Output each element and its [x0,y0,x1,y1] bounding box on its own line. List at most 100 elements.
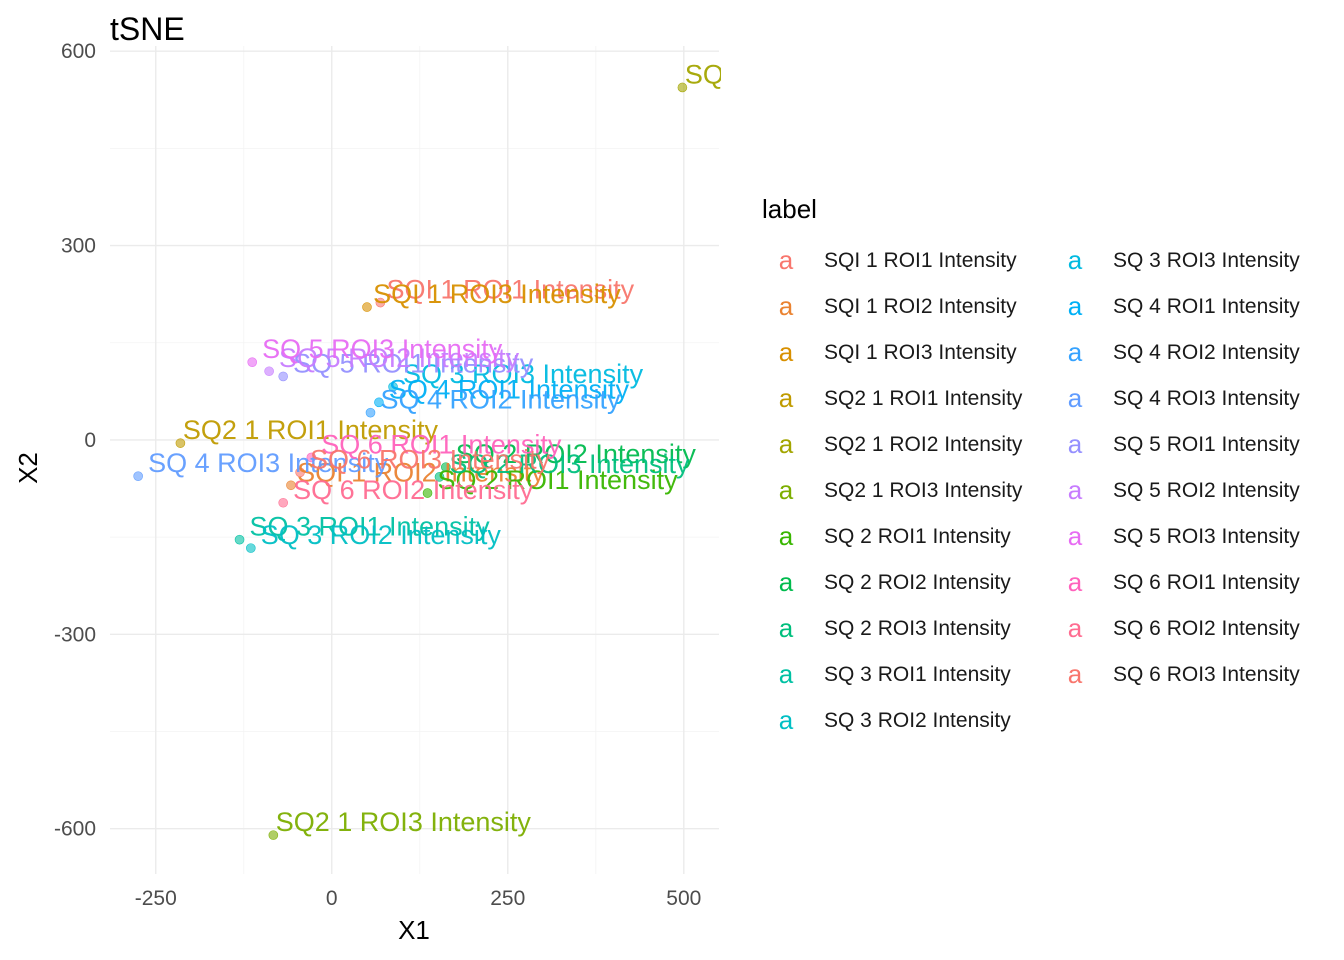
data-point-label: SQ 6 ROI1 Intensity [321,429,562,459]
data-point-label: SQ 2 ROI3 Intensity [449,449,690,479]
legend-items: a SQI 1 ROI1 Intensity a SQI 1 ROI2 Intensi… [779,245,1300,735]
legend-key-glyph: a [1068,383,1083,413]
data-point [295,467,305,478]
legend-key-glyph: a [1068,475,1083,505]
legend-key-glyph: a [1068,245,1083,275]
data-point [434,472,445,482]
legend-key-glyph: a [779,613,794,643]
y-axis-title: X2 [13,452,43,484]
legend-key-glyph: a [779,429,794,459]
legend-item-label: SQ 4 ROI1 Intensity [1113,295,1300,318]
y-tick-label: -300 [54,623,96,646]
legend-item-label: SQ 5 ROI3 Intensity [1113,525,1300,548]
legend-key-glyph: a [779,567,794,597]
legend-key-glyph: a [779,659,794,689]
data-points [133,82,688,840]
legend-item-label: SQ 6 ROI1 Intensity [1113,571,1300,594]
y-tick-label: 600 [61,40,96,63]
legend-key-glyph: a [1068,659,1083,689]
data-point-label: SQ 6 ROI2 Intensity [293,475,534,505]
data-point-label: SQ 3 ROI2 Intensity [261,520,502,550]
data-point [246,543,256,553]
data-point-label: SQ 5 ROI3 Intensity [262,334,503,364]
data-point-label: SQ 3 ROI1 Intensity [249,512,490,542]
legend-item-label: SQ 3 ROI3 Intensity [1113,249,1300,272]
legend-item-label: SQI 1 ROI2 Intensity [824,295,1017,318]
legend-key-glyph: a [779,705,794,735]
legend-key-glyph: a [779,337,794,367]
legend-item-label: SQ2 1 ROI3 Intensity [824,479,1023,502]
legend-item-label: SQ 2 ROI2 Intensity [824,571,1011,594]
data-point-label: SQ 2 ROI2 Intensity [456,439,697,469]
legend-item-label: SQI 1 ROI3 Intensity [824,341,1017,364]
data-point-label: SQI 1 ROI2 Intensity [297,457,545,487]
data-point-label: SQ2 1 ROI2 Intensity [685,59,941,89]
legend-item-label: SQI 1 ROI1 Intensity [824,249,1017,272]
legend-item-label: SQ 5 ROI2 Intensity [1113,479,1300,502]
legend-item-label: SQ 3 ROI2 Intensity [824,709,1011,732]
legend-key-glyph: a [1068,429,1083,459]
y-tick-label: -600 [54,818,96,841]
legend-item-label: SQ2 1 ROI2 Intensity [824,433,1023,456]
data-point-label: SQ 4 ROI2 Intensity [380,385,621,415]
legend-key-glyph: a [779,245,794,275]
x-axis-ticks: -250 0 250 500 [135,887,702,910]
data-point [306,452,317,463]
data-point [362,302,372,312]
x-axis-title: X1 [398,915,430,945]
data-point [133,471,143,481]
legend-key-glyph: a [779,475,794,505]
data-point-label: SQ2 1 ROI3 Intensity [276,807,532,837]
x-tick-label: -250 [135,887,177,910]
data-point-label: SQ 3 ROI3 Intensity [403,359,644,389]
chart-title: tSNE [110,11,185,47]
x-tick-label: 0 [326,887,338,910]
data-point-label: SQ 5 ROI2 Intensity [279,343,520,373]
legend-item-label: SQ 2 ROI1 Intensity [824,525,1011,548]
data-point [234,534,245,545]
legend-item-label: SQ 3 ROI1 Intensity [824,663,1011,686]
data-point-label: SQ 2 ROI1 Intensity [437,465,678,495]
x-tick-label: 500 [666,887,701,910]
data-point [365,407,376,418]
legend-item-label: SQ2 1 ROI1 Intensity [824,387,1023,410]
legend-title: label [762,194,817,224]
data-point-label: SQI 1 ROI1 Intensity [387,275,635,305]
data-point-label: SQ2 1 ROI1 Intensity [183,415,439,445]
legend-key-glyph: a [779,521,794,551]
data-point [441,462,451,472]
legend: label a SQI 1 ROI1 Intensity a SQI 1 ROI2 I… [762,194,1300,735]
point-labels: SQI 1 ROI1 Intensity SQI 1 ROI2 Intensity… [148,59,941,837]
data-point-label: SQ 5 ROI1 Intensity [293,348,534,378]
legend-key-glyph: a [779,383,794,413]
legend-key-glyph: a [779,291,794,321]
data-point [677,82,688,93]
plot-grid [110,46,719,874]
data-point [264,366,274,377]
data-point-label: SQ 6 ROI3 Intensity [310,444,551,474]
legend-key-glyph: a [1068,521,1083,551]
data-point [268,830,279,840]
legend-item-label: SQ 2 ROI3 Intensity [824,617,1011,640]
data-point-label: SQ 4 ROI1 Intensity [389,374,630,404]
x-tick-label: 250 [490,887,525,910]
data-point [247,357,258,367]
data-point-label: SQI 1 ROI3 Intensity [373,279,621,309]
data-point [175,438,186,448]
legend-key-glyph: a [1068,613,1083,643]
data-point [286,480,296,491]
legend-item-label: SQ 4 ROI3 Intensity [1113,387,1300,410]
data-point [375,297,386,308]
legend-item-label: SQ 6 ROI2 Intensity [1113,617,1300,640]
legend-key-glyph: a [1068,291,1083,321]
y-tick-label: 0 [84,429,96,452]
data-point [278,497,288,508]
data-point [422,488,433,498]
data-point [388,381,398,392]
legend-key-glyph: a [1068,337,1083,367]
legend-item-label: SQ 6 ROI3 Intensity [1113,663,1300,686]
y-axis-ticks: -600 -300 0 300 600 [54,40,96,840]
y-tick-label: 300 [61,235,96,258]
data-point-label: SQ 4 ROI3 Intensity [148,448,389,478]
